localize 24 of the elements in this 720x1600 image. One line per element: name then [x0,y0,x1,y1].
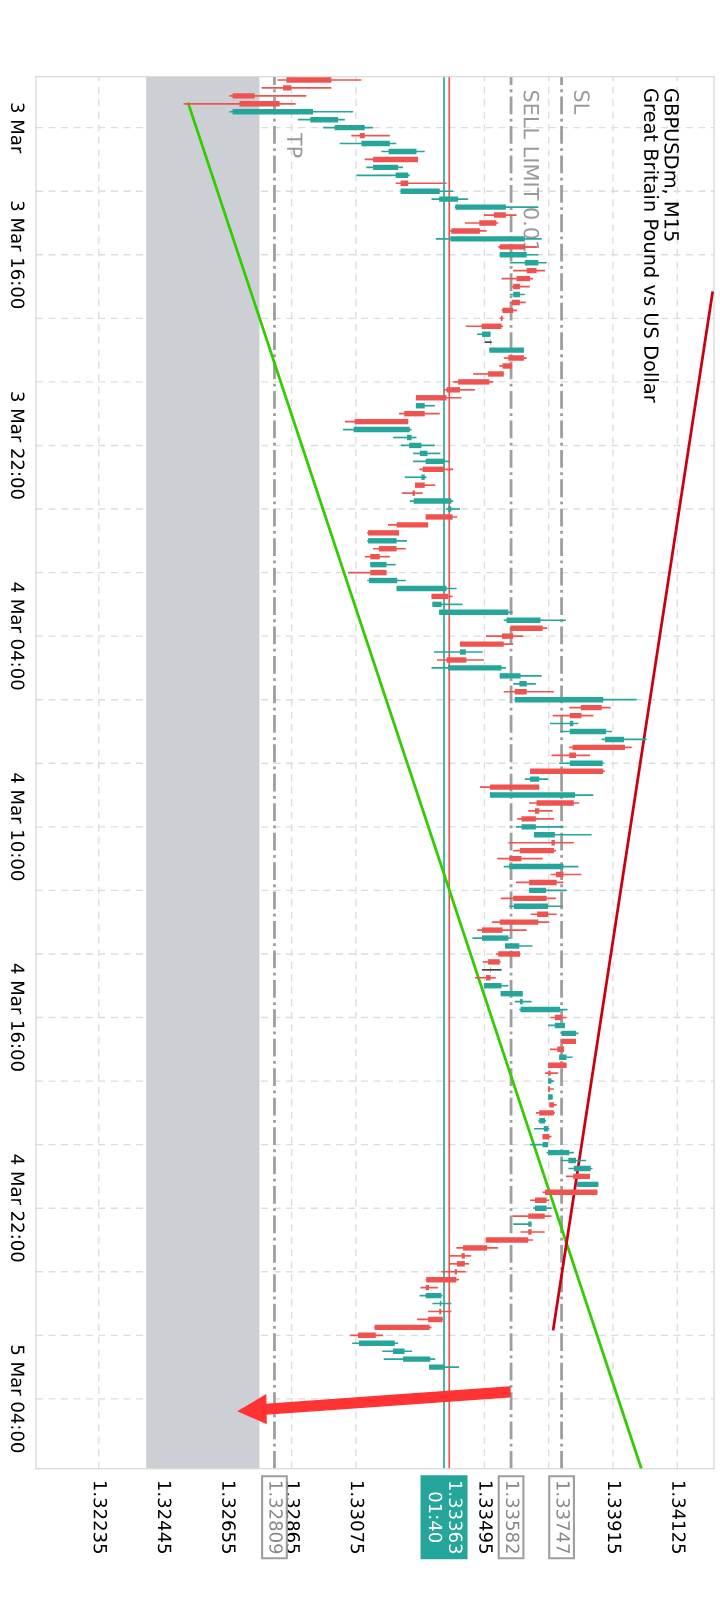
x-tick-label: 1.33915 [607,1481,622,1553]
ref-line-label: 1.33363 01:40 [428,1481,463,1554]
ref-line-label: 1.33582 [505,1481,520,1553]
annotation: SL [573,90,590,115]
text: GBPUSDm, M15 [662,89,680,241]
ref-line-label: 1.32809 [269,1481,283,1554]
y-tick-label: 4 Mar 10:00 [10,773,25,881]
x-tick-label: 1.32865 [286,1481,301,1553]
y-tick-label: 4 Mar 16:00 [10,963,25,1071]
y-tick-label: 3 Mar 22:00 [10,392,25,499]
x-tick-label: 1.34125 [672,1481,686,1553]
x-tick-label: 1.33495 [479,1481,493,1553]
x-tick-label: 1.32445 [157,1481,172,1553]
y-tick-label: 4 Mar 22:00 [10,1154,25,1262]
annotation: TP [287,132,303,158]
x-tick-label: 1.33075 [350,1481,365,1553]
x-tick-label: 1.32235 [93,1481,108,1553]
y-tick-label: 5 Mar 04:00 [10,1345,25,1453]
ref-line-label: 1.33747 [556,1481,570,1554]
x-tick-label: 1.32655 [222,1481,236,1553]
y-tick-label: 3 Mar 16:00 [10,201,25,309]
y-tick-label: 3 Mar [10,103,25,154]
y-tick-label: 4 Mar 04:00 [10,582,25,690]
text: Great Britain Pound vs US Dollar [643,89,660,403]
